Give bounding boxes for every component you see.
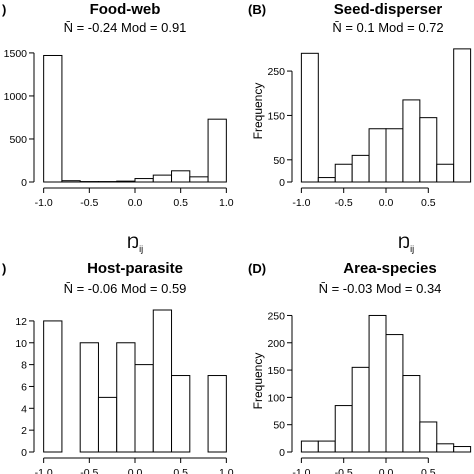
chart-title: Area-species [343, 260, 436, 277]
panel-label: (D) [248, 261, 266, 276]
histogram-bar [207, 118, 227, 183]
histogram-bar [402, 375, 421, 453]
chart-title: Seed-disperser [334, 1, 443, 18]
y-tick-label: 4 [21, 403, 27, 415]
y-tick-label: 0 [279, 177, 285, 189]
x-tick-label: 0.5 [173, 467, 188, 474]
histogram-bar [207, 375, 227, 453]
x-tick-label: -0.5 [80, 467, 98, 474]
histogram-bar [61, 180, 81, 183]
histogram-panel-4: (D) Area-species N̄ = -0.03 Mod = 0.34 0 50 1… [248, 260, 472, 474]
histogram-bar [152, 309, 173, 453]
histogram-bar [368, 128, 387, 183]
y-tick-label: 250 [267, 310, 285, 322]
histogram-bar [453, 48, 472, 183]
histogram-bar [116, 342, 136, 453]
y-tick-label: 8 [21, 360, 27, 372]
x-tick-label: 0.0 [128, 197, 143, 209]
y-tick-label: 150 [267, 110, 285, 122]
chart-title: Host-parasite [87, 260, 183, 277]
x-axis-label: Ŋij [127, 233, 143, 254]
histogram-bar [402, 99, 421, 183]
histogram-bar [152, 174, 173, 183]
x-tick-label: -0.5 [335, 467, 353, 474]
y-tick-label: 500 [9, 134, 27, 146]
histogram-bar [43, 320, 63, 453]
histogram-bar [317, 177, 336, 183]
y-tick-label: 10 [15, 338, 27, 350]
histogram-panel-2: (B) Seed-disperser N̄ = 0.1 Mod = 0.72 0 50 1… [248, 1, 472, 254]
panel-label: ) [2, 2, 6, 17]
histogram-bar [134, 364, 154, 453]
y-tick-label: 1500 [4, 48, 28, 60]
panel-label: ) [2, 261, 6, 276]
histogram-bar [97, 396, 118, 453]
x-tick-label: 0.0 [379, 197, 394, 209]
y-tick-label: 150 [267, 365, 285, 377]
x-tick-label: 0.0 [379, 467, 394, 474]
histogram-panel-3: ) Host-parasite N̄ = -0.06 Mod = 0.59 0 2 4 6 8… [2, 260, 234, 474]
x-tick-label: -1.0 [292, 467, 310, 474]
histogram-panel-1: ) Food-web N̄ = -0.24 Mod = 0.91 0 500 1000 15… [2, 1, 234, 254]
y-tick-label: 200 [267, 338, 285, 350]
x-tick-label: -1.0 [35, 467, 53, 474]
y-tick-label: 50 [273, 420, 285, 432]
histogram-bar [300, 52, 319, 183]
histogram-bar [351, 366, 370, 453]
x-tick-label: -0.5 [335, 197, 353, 209]
y-tick-label: 6 [21, 381, 27, 393]
histogram-bar [385, 128, 404, 183]
histogram-bar [171, 170, 191, 183]
histogram-bar [419, 117, 438, 183]
x-tick-label: 1.0 [219, 197, 234, 209]
stat-text: N̄ = -0.03 Mod = 0.34 [319, 281, 442, 296]
histogram-bar [171, 375, 191, 453]
x-tick-label: 0.5 [421, 467, 436, 474]
histogram-bar [385, 334, 404, 453]
stat-text: N̄ = -0.24 Mod = 0.91 [64, 20, 187, 35]
y-tick-label: 0 [21, 177, 27, 189]
y-tick-label: 12 [15, 316, 27, 328]
stat-text: N̄ = -0.06 Mod = 0.59 [64, 281, 187, 296]
y-tick-label: 2 [21, 425, 27, 437]
histogram-bar [317, 440, 336, 453]
histogram-bar [436, 163, 455, 183]
histogram-bar [300, 440, 319, 453]
panel-label: (B) [248, 2, 266, 17]
x-tick-label: 0.5 [173, 197, 188, 209]
histogram-bar [334, 163, 353, 183]
histogram-bar [79, 342, 99, 453]
stat-text: N̄ = 0.1 Mod = 0.72 [332, 20, 443, 35]
y-tick-label: 0 [279, 447, 285, 459]
histogram-bar [351, 154, 370, 183]
y-tick-label: 100 [267, 392, 285, 404]
histogram-bar [419, 421, 438, 453]
histogram-bar [134, 178, 154, 183]
x-axis-label: Ŋij [398, 233, 414, 254]
x-tick-label: 0.5 [421, 197, 436, 209]
y-tick-label: 250 [267, 66, 285, 78]
x-tick-label: -1.0 [35, 197, 53, 209]
histogram-bar [453, 446, 472, 453]
y-tick-label: 50 [273, 155, 285, 167]
x-tick-label: -0.5 [80, 197, 98, 209]
histogram-bar [368, 314, 387, 453]
y-axis-label: Frequency [251, 83, 265, 140]
x-tick-label: -1.0 [292, 197, 310, 209]
y-tick-label: 1000 [4, 91, 28, 103]
histogram-bar [189, 176, 209, 183]
histogram-bar [43, 54, 63, 183]
x-tick-label: 1.0 [219, 467, 234, 474]
y-tick-label: 0 [21, 447, 27, 459]
histogram-bar [436, 443, 455, 453]
chart-title: Food-web [90, 1, 161, 18]
x-tick-label: 0.0 [128, 467, 143, 474]
histogram-bar [334, 405, 353, 453]
y-axis-label: Frequency [251, 353, 265, 410]
histogram-bar [116, 180, 136, 183]
